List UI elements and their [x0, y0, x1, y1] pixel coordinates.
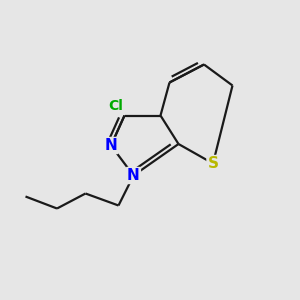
Text: N: N	[105, 138, 117, 153]
Text: Cl: Cl	[108, 100, 123, 113]
Text: N: N	[127, 168, 140, 183]
Text: S: S	[208, 156, 218, 171]
